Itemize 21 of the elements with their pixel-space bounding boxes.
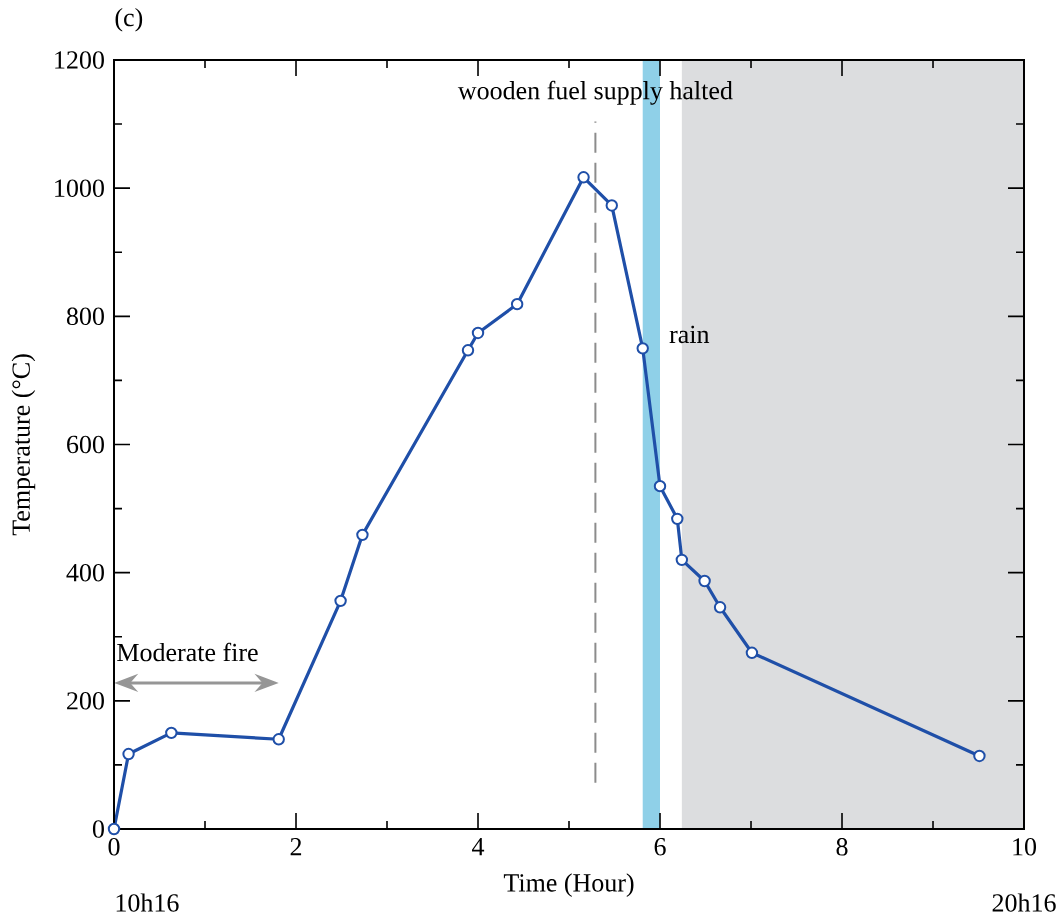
x-tick-label: 4 (472, 838, 485, 856)
y-tick-label: 1000 (55, 179, 104, 197)
y-tick-label: 600 (67, 435, 104, 454)
y-tick-label: 1200 (55, 51, 104, 69)
y-tick-label: 800 (66, 307, 104, 326)
band-label: rain (669, 325, 710, 344)
y-tick-label: 400 (66, 563, 104, 582)
x-tick-label: 2 (290, 838, 302, 856)
x-tick-label: 0 (108, 838, 120, 856)
ref-line-label: wooden fuel supply halted (457, 80, 733, 105)
y-tick-label: 0 (92, 820, 104, 838)
x-tick-label: 10 (1013, 838, 1037, 856)
y-tick-label: 200 (67, 692, 104, 710)
text: 20h16 (992, 893, 1056, 912)
x-tick-label: 8 (836, 838, 848, 856)
annotation: Moderate fire (117, 642, 258, 662)
x-axis-title: Time (Hour) (503, 873, 634, 897)
chart-title: (c) (115, 8, 143, 32)
x-tick-label: 6 (654, 838, 666, 856)
y-axis-title: Temperature (°C) (11, 354, 36, 536)
text: 10h16 (116, 893, 179, 912)
